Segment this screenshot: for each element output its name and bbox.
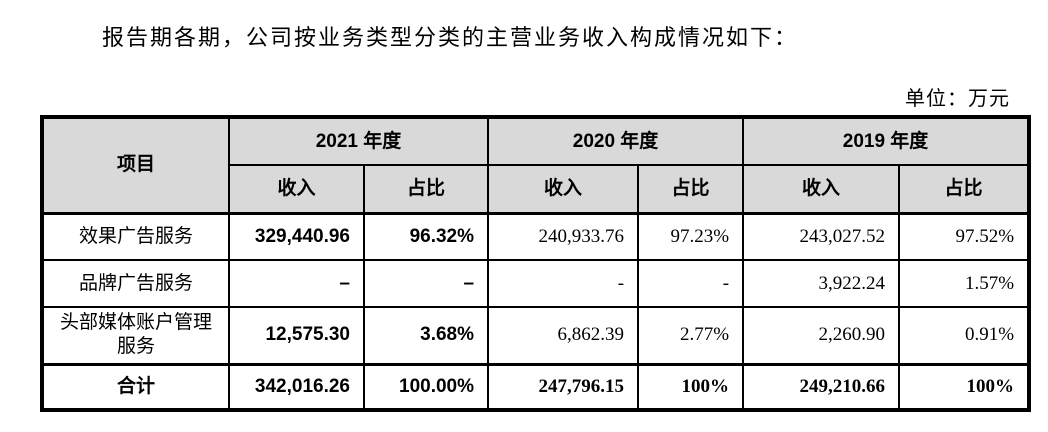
cell-2020-share: 97.23% — [637, 212, 745, 261]
cell-2021-income: 329,440.96 — [228, 212, 365, 261]
cell-2020-share: 2.77% — [637, 306, 745, 365]
row-label: 合计 — [41, 363, 230, 411]
cell-2020-income: - — [487, 259, 640, 308]
cell-2019-share: 1.57% — [898, 259, 1031, 308]
revenue-by-business-type-table: 项目 2021 年度 2020 年度 2019 年度 收入 占比 收入 占比 收… — [40, 115, 1032, 412]
row-label: 头部媒体账户管理服务 — [41, 306, 230, 365]
col-header-year-2019: 2019 年度 — [742, 116, 1031, 166]
col-header-year-2021: 2021 年度 — [227, 116, 490, 166]
cell-2021-income: 342,016.26 — [228, 363, 365, 411]
cell-2019-share: 100% — [898, 363, 1031, 411]
header-year-row: 项目 2021 年度 2020 年度 2019 年度 — [41, 116, 1031, 214]
cell-2021-income: 12,575.30 — [228, 306, 365, 365]
table-row-top-media-account-mgmt: 头部媒体账户管理服务 12,575.30 3.68% 6,862.39 2.77… — [41, 306, 1031, 365]
col-header-2020-income: 收入 — [487, 164, 640, 214]
cell-2020-share: 100% — [637, 363, 745, 411]
col-header-2021-income: 收入 — [228, 164, 365, 214]
col-header-2020-share: 占比 — [637, 164, 745, 214]
table-row-brand-ads: 品牌广告服务 – – - - 3,922.24 1.57% — [41, 259, 1031, 308]
cell-2021-income: – — [228, 259, 365, 308]
row-label: 品牌广告服务 — [41, 259, 230, 308]
cell-2021-share: 3.68% — [362, 306, 490, 365]
header-sub-row: 收入 占比 收入 占比 收入 占比 — [42, 164, 1031, 214]
cell-2021-share: – — [362, 259, 490, 308]
cell-2020-income: 6,862.39 — [487, 306, 640, 365]
cell-2019-share: 0.91% — [898, 306, 1031, 365]
intro-text: 报告期各期，公司按业务类型分类的主营业务收入构成情况如下： — [102, 25, 799, 50]
col-header-2021-share: 占比 — [362, 164, 490, 214]
col-header-2019-income: 收入 — [742, 164, 901, 214]
col-header-item: 项目 — [41, 116, 230, 214]
cell-2019-income: 243,027.52 — [742, 212, 901, 261]
col-header-2019-share: 占比 — [898, 164, 1031, 214]
cell-2019-income: 249,210.66 — [742, 363, 901, 411]
cell-2020-income: 240,933.76 — [487, 212, 640, 261]
cell-2019-income: 2,260.90 — [742, 306, 901, 365]
unit-label: 单位：万元 — [905, 88, 1010, 110]
cell-2019-income: 3,922.24 — [742, 259, 901, 308]
table-row-effect-ads: 效果广告服务 329,440.96 96.32% 240,933.76 97.2… — [41, 212, 1031, 261]
cell-2019-share: 97.52% — [898, 212, 1031, 261]
col-header-year-2020: 2020 年度 — [487, 116, 745, 166]
table-row-total: 合计 342,016.26 100.00% 247,796.15 100% 24… — [41, 363, 1031, 411]
cell-2020-share: - — [637, 259, 745, 308]
cell-2020-income: 247,796.15 — [487, 363, 640, 411]
row-label: 效果广告服务 — [41, 212, 230, 261]
cell-2021-share: 100.00% — [362, 363, 490, 411]
cell-2021-share: 96.32% — [362, 212, 490, 261]
